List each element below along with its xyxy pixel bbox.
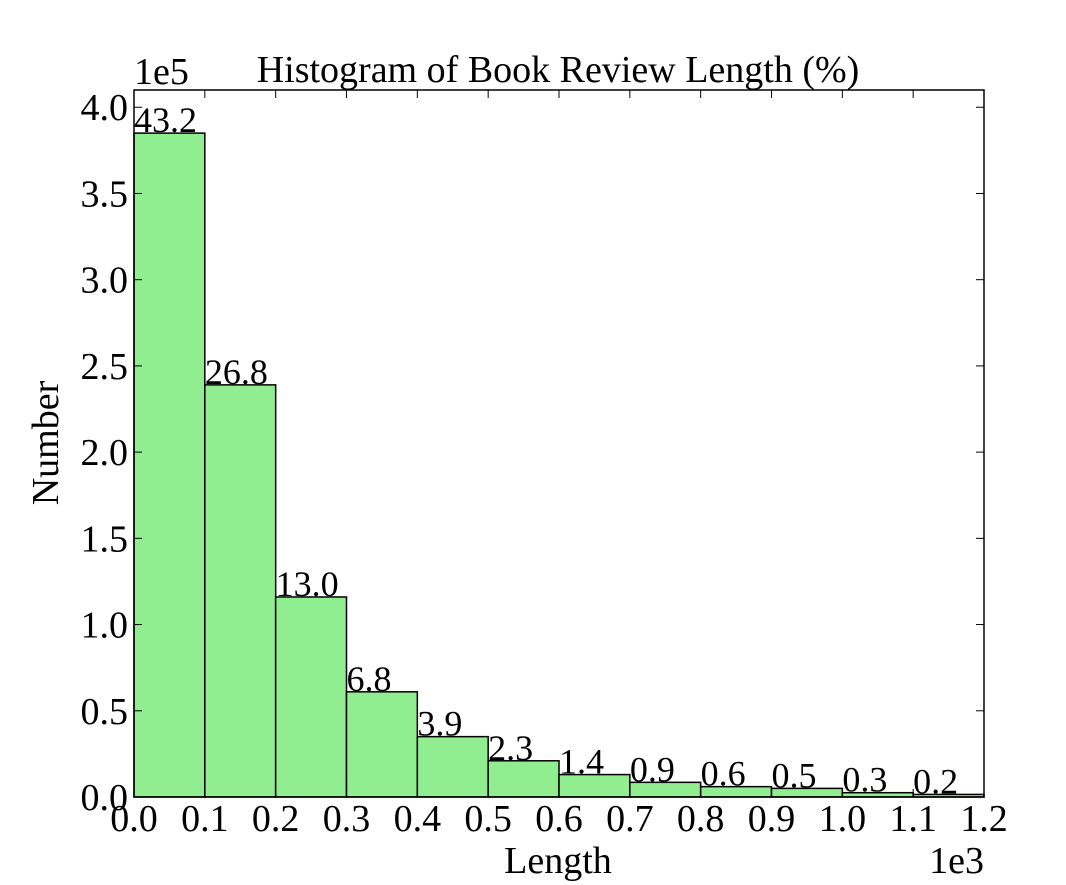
x-tick-label: 0.3 — [323, 798, 371, 840]
tick-labels-group: 0.0 0.1 0.2 0.3 0.4 0.5 0.6 0.7 0.8 0.9 1.0 1.1 1.20… — [81, 87, 1008, 840]
x-tick-label: 0.4 — [394, 798, 442, 840]
bar-value-label: 0.9 — [630, 749, 675, 789]
y-tick-label: 2.5 — [81, 346, 129, 388]
histogram-bar — [345, 691, 419, 798]
y-tick-label: 3.5 — [81, 173, 129, 215]
x-tick-label: 1.2 — [960, 798, 1008, 840]
chart-title: Histogram of Book Review Length (%) — [257, 49, 860, 91]
x-tick-label: 1.1 — [889, 798, 937, 840]
bar-labels-group: 43.2 26.8 13.0 6.8 3.9 2.3 1.4 0.9 0.6 0.5 0.3 0.2 — [134, 100, 958, 801]
x-offset-label: 1e3 — [929, 840, 984, 882]
y-tick-label: 2.0 — [81, 432, 129, 474]
y-tick-label: 1.0 — [81, 605, 129, 647]
histogram-bar — [274, 596, 348, 798]
bar-value-label: 26.8 — [205, 352, 268, 392]
ticks-group — [133, 90, 985, 798]
x-tick-label: 0.1 — [181, 798, 229, 840]
x-tick-label: 0.7 — [606, 798, 654, 840]
x-tick-label: 0.8 — [677, 798, 725, 840]
y-tick-label: 3.0 — [81, 260, 129, 302]
histogram-bar — [204, 384, 277, 798]
plot-frame — [133, 89, 985, 798]
y-offset-label: 1e5 — [134, 51, 189, 93]
bar-value-label: 1.4 — [559, 742, 604, 782]
bars-group — [133, 132, 985, 798]
histogram-bar — [487, 760, 560, 798]
x-tick-label: 0.0 — [110, 798, 158, 840]
histogram-bar — [133, 132, 206, 798]
x-tick-label: 0.2 — [252, 798, 300, 840]
y-tick-label: 0.0 — [81, 777, 129, 819]
histogram-bar — [416, 735, 489, 798]
bar-value-label: 13.0 — [276, 564, 339, 604]
bar-value-label: 0.6 — [701, 754, 746, 794]
y-tick-label: 4.0 — [81, 87, 129, 129]
y-axis-label: Number — [25, 380, 67, 505]
x-tick-label: 0.9 — [748, 798, 796, 840]
x-axis-label: Length — [504, 840, 612, 882]
bar-value-label: 0.5 — [772, 755, 817, 795]
x-tick-label: 0.5 — [464, 798, 512, 840]
bar-value-label: 43.2 — [134, 100, 197, 140]
y-tick-label: 1.5 — [81, 518, 129, 560]
bar-value-label: 3.9 — [417, 704, 462, 744]
bar-value-label: 2.3 — [488, 728, 533, 768]
x-tick-label: 1.0 — [819, 798, 867, 840]
bar-value-label: 6.8 — [347, 659, 392, 699]
bar-value-label: 0.2 — [913, 761, 958, 801]
x-tick-label: 0.6 — [535, 798, 583, 840]
y-tick-label: 0.5 — [81, 691, 129, 733]
bar-value-label: 0.3 — [842, 760, 887, 800]
